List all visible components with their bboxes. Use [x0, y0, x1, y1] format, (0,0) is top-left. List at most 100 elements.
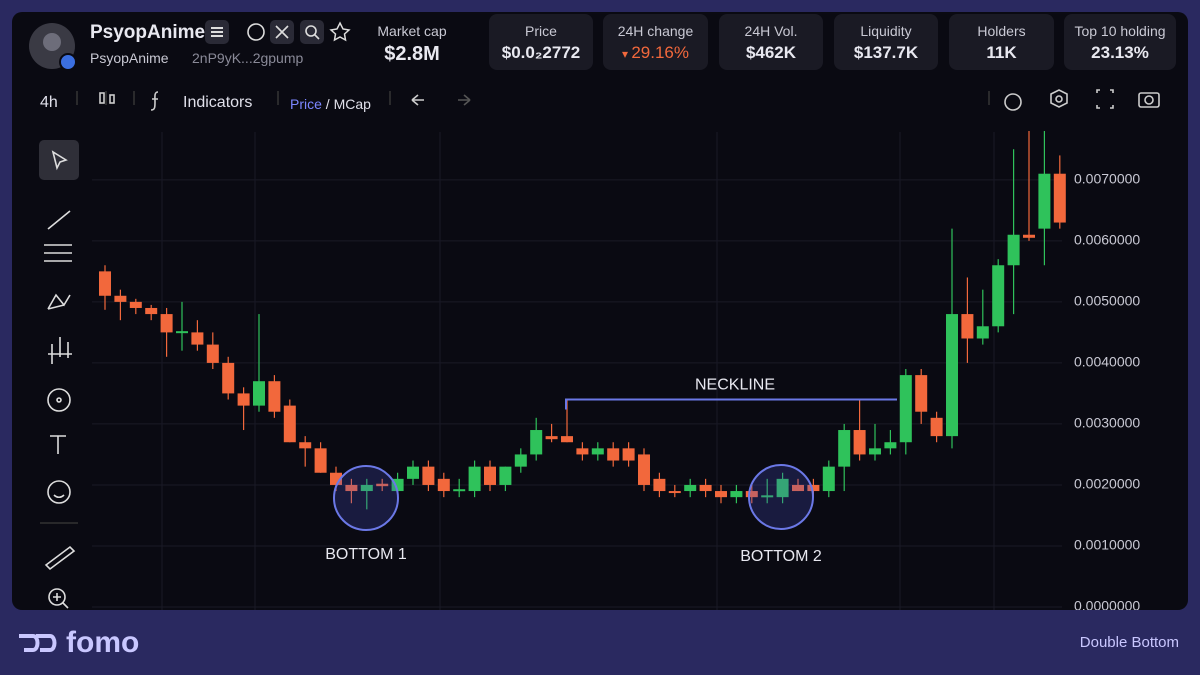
candle-body — [99, 271, 111, 296]
stat-label: Top 10 holding — [1074, 23, 1166, 39]
brand-logo — [19, 634, 57, 652]
pattern-name: Double Bottom — [1079, 634, 1179, 651]
candle-body — [191, 332, 204, 345]
candle-body — [576, 448, 589, 455]
y-tick-label: 0.0020000 — [1074, 476, 1140, 492]
panel: PsyopAnime PsyopAnime 2nP9yK...2gpump Ma… — [12, 12, 1188, 610]
candle-body — [730, 491, 743, 498]
candle-body — [206, 344, 219, 363]
candle-body — [1038, 173, 1051, 229]
candle-body — [1023, 234, 1035, 238]
stat: Price $0.0₂2772 — [489, 14, 593, 70]
stat: Market cap $2.8M — [372, 14, 452, 70]
candle-body — [222, 362, 235, 394]
candle-body — [745, 491, 758, 498]
y-tick-label: 0.0040000 — [1074, 354, 1140, 370]
candle-body — [299, 442, 312, 449]
stat-value: $0.0₂2772 — [501, 43, 581, 62]
candle-body — [1053, 173, 1066, 223]
candle-body — [638, 454, 650, 485]
candle-body — [961, 314, 974, 339]
social-icons[interactable] — [205, 20, 355, 46]
candle-body — [561, 436, 573, 443]
handle: PsyopAnime — [90, 50, 169, 66]
candle-body — [514, 454, 527, 467]
candle-body — [422, 466, 435, 485]
stat-label: Liquidity — [860, 23, 912, 39]
stat: 24H Vol. $462K — [719, 14, 823, 70]
stat-label: Market cap — [377, 23, 447, 39]
candle-body — [930, 417, 943, 437]
neckline — [565, 398, 897, 410]
candle-body — [591, 448, 604, 455]
candle-body — [915, 375, 928, 412]
stat-label: 24H change — [617, 23, 694, 39]
y-tick-label: 0.0010000 — [1074, 537, 1140, 553]
mcap-toggle[interactable]: MCap — [333, 96, 371, 112]
candle-body — [545, 436, 558, 440]
vertical-grid — [161, 132, 995, 610]
candle-body — [283, 405, 296, 443]
stat: Liquidity $137.7K — [834, 14, 938, 70]
interval[interactable]: 4h — [40, 94, 58, 111]
candle-body — [622, 448, 635, 461]
candle-body — [607, 448, 620, 461]
candle-body — [468, 466, 481, 492]
candle-body — [869, 448, 881, 455]
candle-body — [160, 314, 173, 333]
stat: 24H change ▾ 29.16% — [603, 14, 708, 70]
candle-body — [699, 484, 712, 492]
candle-body — [838, 430, 851, 467]
candle-body — [715, 491, 727, 498]
candle-body — [437, 478, 450, 492]
candle-body — [484, 466, 496, 485]
stat-value: 11K — [986, 43, 1017, 62]
candle-body — [653, 478, 666, 492]
stat-value: $137.7K — [853, 43, 919, 62]
stat-label: Holders — [977, 23, 1026, 39]
candle-body — [884, 442, 897, 449]
candle-body — [314, 448, 327, 473]
bottom-label: BOTTOM 2 — [740, 548, 822, 565]
bottom-marker — [333, 465, 399, 531]
candle-body — [407, 466, 419, 479]
candle-body — [237, 393, 250, 406]
candle-body — [822, 466, 835, 492]
candle-body — [129, 301, 142, 308]
y-tick-label: 0.0000000 — [1074, 598, 1140, 610]
candle-body — [176, 331, 188, 334]
footer-brand: fomo — [66, 626, 140, 659]
stat: Top 10 holding 23.13% — [1064, 14, 1176, 70]
candle-body — [684, 484, 697, 492]
candle-body — [376, 483, 389, 487]
candle-body — [253, 381, 265, 406]
candle-body — [530, 430, 543, 455]
candle-body — [761, 495, 774, 498]
y-tick-label: 0.0050000 — [1074, 293, 1140, 309]
candle-body — [899, 375, 912, 443]
candle-body — [268, 381, 281, 412]
candle-body — [114, 295, 127, 302]
candle-body — [345, 484, 358, 492]
candle-body — [499, 466, 512, 485]
neckline-label: NECKLINE — [695, 377, 775, 394]
stat-label: Price — [525, 23, 557, 39]
candle-body — [976, 326, 989, 339]
bottom-marker — [748, 464, 814, 530]
chart: 0.0000000 0.0010000 0.0020000 0.0030000 0.00… — [92, 131, 1140, 610]
price-toggle[interactable]: Price — [290, 96, 322, 112]
candle-body — [1007, 234, 1020, 266]
token-name: PsyopAnime — [90, 22, 206, 43]
candle-body — [668, 491, 681, 494]
toolbar-icons — [39, 89, 1160, 609]
address[interactable]: 2nP9yK...2gpump — [192, 50, 304, 66]
y-tick-label: 0.0070000 — [1074, 171, 1140, 187]
stat-value: $462K — [745, 43, 797, 62]
y-tick-label: 0.0060000 — [1074, 232, 1140, 248]
candle-body — [776, 478, 789, 498]
candle-body — [853, 430, 866, 455]
candle-body — [145, 307, 158, 315]
indicators[interactable]: Indicators — [183, 94, 253, 111]
candle-body — [946, 314, 958, 437]
